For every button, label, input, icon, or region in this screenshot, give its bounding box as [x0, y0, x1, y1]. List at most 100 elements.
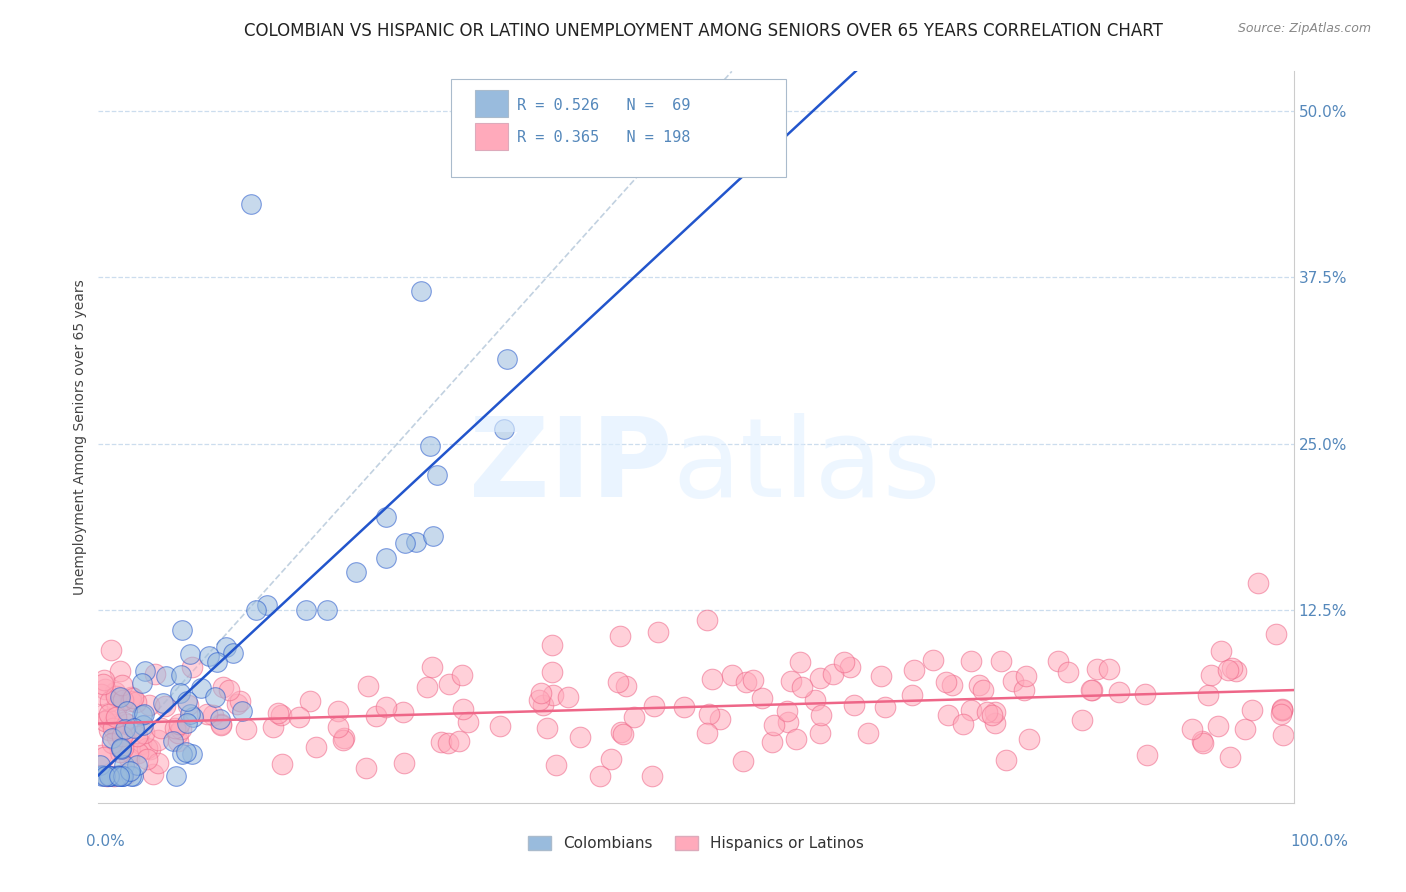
Hispanics or Latinos [531, 698, 554, 712]
Hispanics or Latinos [1247, 576, 1270, 591]
Hispanics or Latinos [600, 752, 623, 766]
Hispanics or Latinos [163, 721, 186, 735]
Hispanics or Latinos [1056, 665, 1078, 679]
Hispanics or Latinos [610, 725, 633, 739]
Hispanics or Latinos [115, 717, 138, 731]
Hispanics or Latinos [780, 673, 803, 688]
Hispanics or Latinos [1108, 684, 1130, 698]
Hispanics or Latinos [1046, 654, 1069, 668]
Hispanics or Latinos [212, 680, 235, 694]
Hispanics or Latinos [647, 624, 669, 639]
Hispanics or Latinos [1197, 688, 1219, 702]
Colombians [496, 351, 519, 366]
Hispanics or Latinos [104, 685, 127, 699]
Hispanics or Latinos [936, 708, 959, 723]
Hispanics or Latinos [326, 720, 349, 734]
Colombians [494, 421, 516, 435]
Hispanics or Latinos [122, 690, 145, 705]
Hispanics or Latinos [437, 677, 460, 691]
Hispanics or Latinos [921, 653, 943, 667]
Colombians [114, 722, 136, 736]
Hispanics or Latinos [100, 694, 122, 708]
Colombians [89, 758, 111, 772]
Hispanics or Latinos [120, 690, 142, 704]
Hispanics or Latinos [1271, 702, 1294, 716]
Hispanics or Latinos [305, 739, 328, 754]
Hispanics or Latinos [108, 745, 131, 759]
Colombians [374, 550, 396, 565]
Hispanics or Latinos [700, 673, 723, 687]
Colombians [112, 769, 135, 783]
Colombians [132, 707, 155, 722]
Hispanics or Latinos [959, 704, 981, 718]
Hispanics or Latinos [1220, 661, 1243, 675]
Hispanics or Latinos [529, 693, 551, 707]
Colombians [165, 769, 187, 783]
Hispanics or Latinos [641, 769, 664, 783]
Hispanics or Latinos [132, 725, 155, 739]
Hispanics or Latinos [416, 680, 439, 694]
Hispanics or Latinos [94, 714, 117, 728]
Hispanics or Latinos [844, 698, 866, 712]
Hispanics or Latinos [93, 673, 115, 687]
Hispanics or Latinos [1233, 722, 1256, 736]
Hispanics or Latinos [101, 736, 124, 750]
Hispanics or Latinos [870, 669, 893, 683]
Colombians [94, 768, 117, 782]
Hispanics or Latinos [792, 680, 814, 694]
Hispanics or Latinos [734, 675, 756, 690]
Colombians [152, 696, 174, 710]
Hispanics or Latinos [742, 673, 765, 687]
Hispanics or Latinos [118, 751, 141, 765]
Hispanics or Latinos [108, 664, 131, 678]
Hispanics or Latinos [901, 688, 924, 702]
Hispanics or Latinos [941, 678, 963, 692]
Colombians [179, 647, 201, 661]
Hispanics or Latinos [536, 721, 558, 735]
Colombians [134, 664, 156, 678]
FancyBboxPatch shape [451, 78, 786, 178]
Hispanics or Latinos [984, 705, 1007, 719]
Hispanics or Latinos [623, 710, 645, 724]
Colombians [131, 707, 153, 722]
Legend: Colombians, Hispanics or Latinos: Colombians, Hispanics or Latinos [522, 830, 870, 857]
Hispanics or Latinos [1081, 682, 1104, 697]
Colombians [107, 769, 129, 783]
Hispanics or Latinos [935, 674, 957, 689]
Hispanics or Latinos [436, 736, 458, 750]
Hispanics or Latinos [94, 681, 117, 696]
Hispanics or Latinos [1080, 682, 1102, 697]
Colombians [215, 640, 238, 654]
Hispanics or Latinos [1264, 627, 1286, 641]
Hispanics or Latinos [763, 718, 786, 732]
Hispanics or Latinos [235, 722, 257, 736]
Hispanics or Latinos [218, 683, 240, 698]
Hispanics or Latinos [557, 690, 579, 704]
Hispanics or Latinos [1014, 669, 1036, 683]
Text: COLOMBIAN VS HISPANIC OR LATINO UNEMPLOYMENT AMONG SENIORS OVER 65 YEARS CORRELA: COLOMBIAN VS HISPANIC OR LATINO UNEMPLOY… [243, 22, 1163, 40]
Hispanics or Latinos [1271, 703, 1294, 717]
Hispanics or Latinos [721, 668, 744, 682]
Y-axis label: Unemployment Among Seniors over 65 years: Unemployment Among Seniors over 65 years [73, 279, 87, 595]
Hispanics or Latinos [1219, 750, 1241, 764]
Hispanics or Latinos [195, 706, 218, 721]
Hispanics or Latinos [120, 746, 142, 760]
Colombians [122, 769, 145, 783]
Hispanics or Latinos [115, 766, 138, 780]
Text: R = 0.365   N = 198: R = 0.365 N = 198 [517, 130, 690, 145]
Hispanics or Latinos [1001, 673, 1024, 688]
Hispanics or Latinos [101, 721, 124, 735]
Hispanics or Latinos [270, 707, 292, 722]
Bar [475, 123, 509, 150]
Colombians [108, 767, 131, 781]
Colombians [231, 704, 253, 718]
Colombians [222, 646, 245, 660]
Colombians [90, 769, 112, 783]
Hispanics or Latinos [789, 655, 811, 669]
Hispanics or Latinos [612, 727, 634, 741]
Colombians [124, 721, 146, 735]
Colombians [125, 757, 148, 772]
Hispanics or Latinos [541, 665, 564, 679]
Hispanics or Latinos [131, 737, 153, 751]
Hispanics or Latinos [751, 691, 773, 706]
